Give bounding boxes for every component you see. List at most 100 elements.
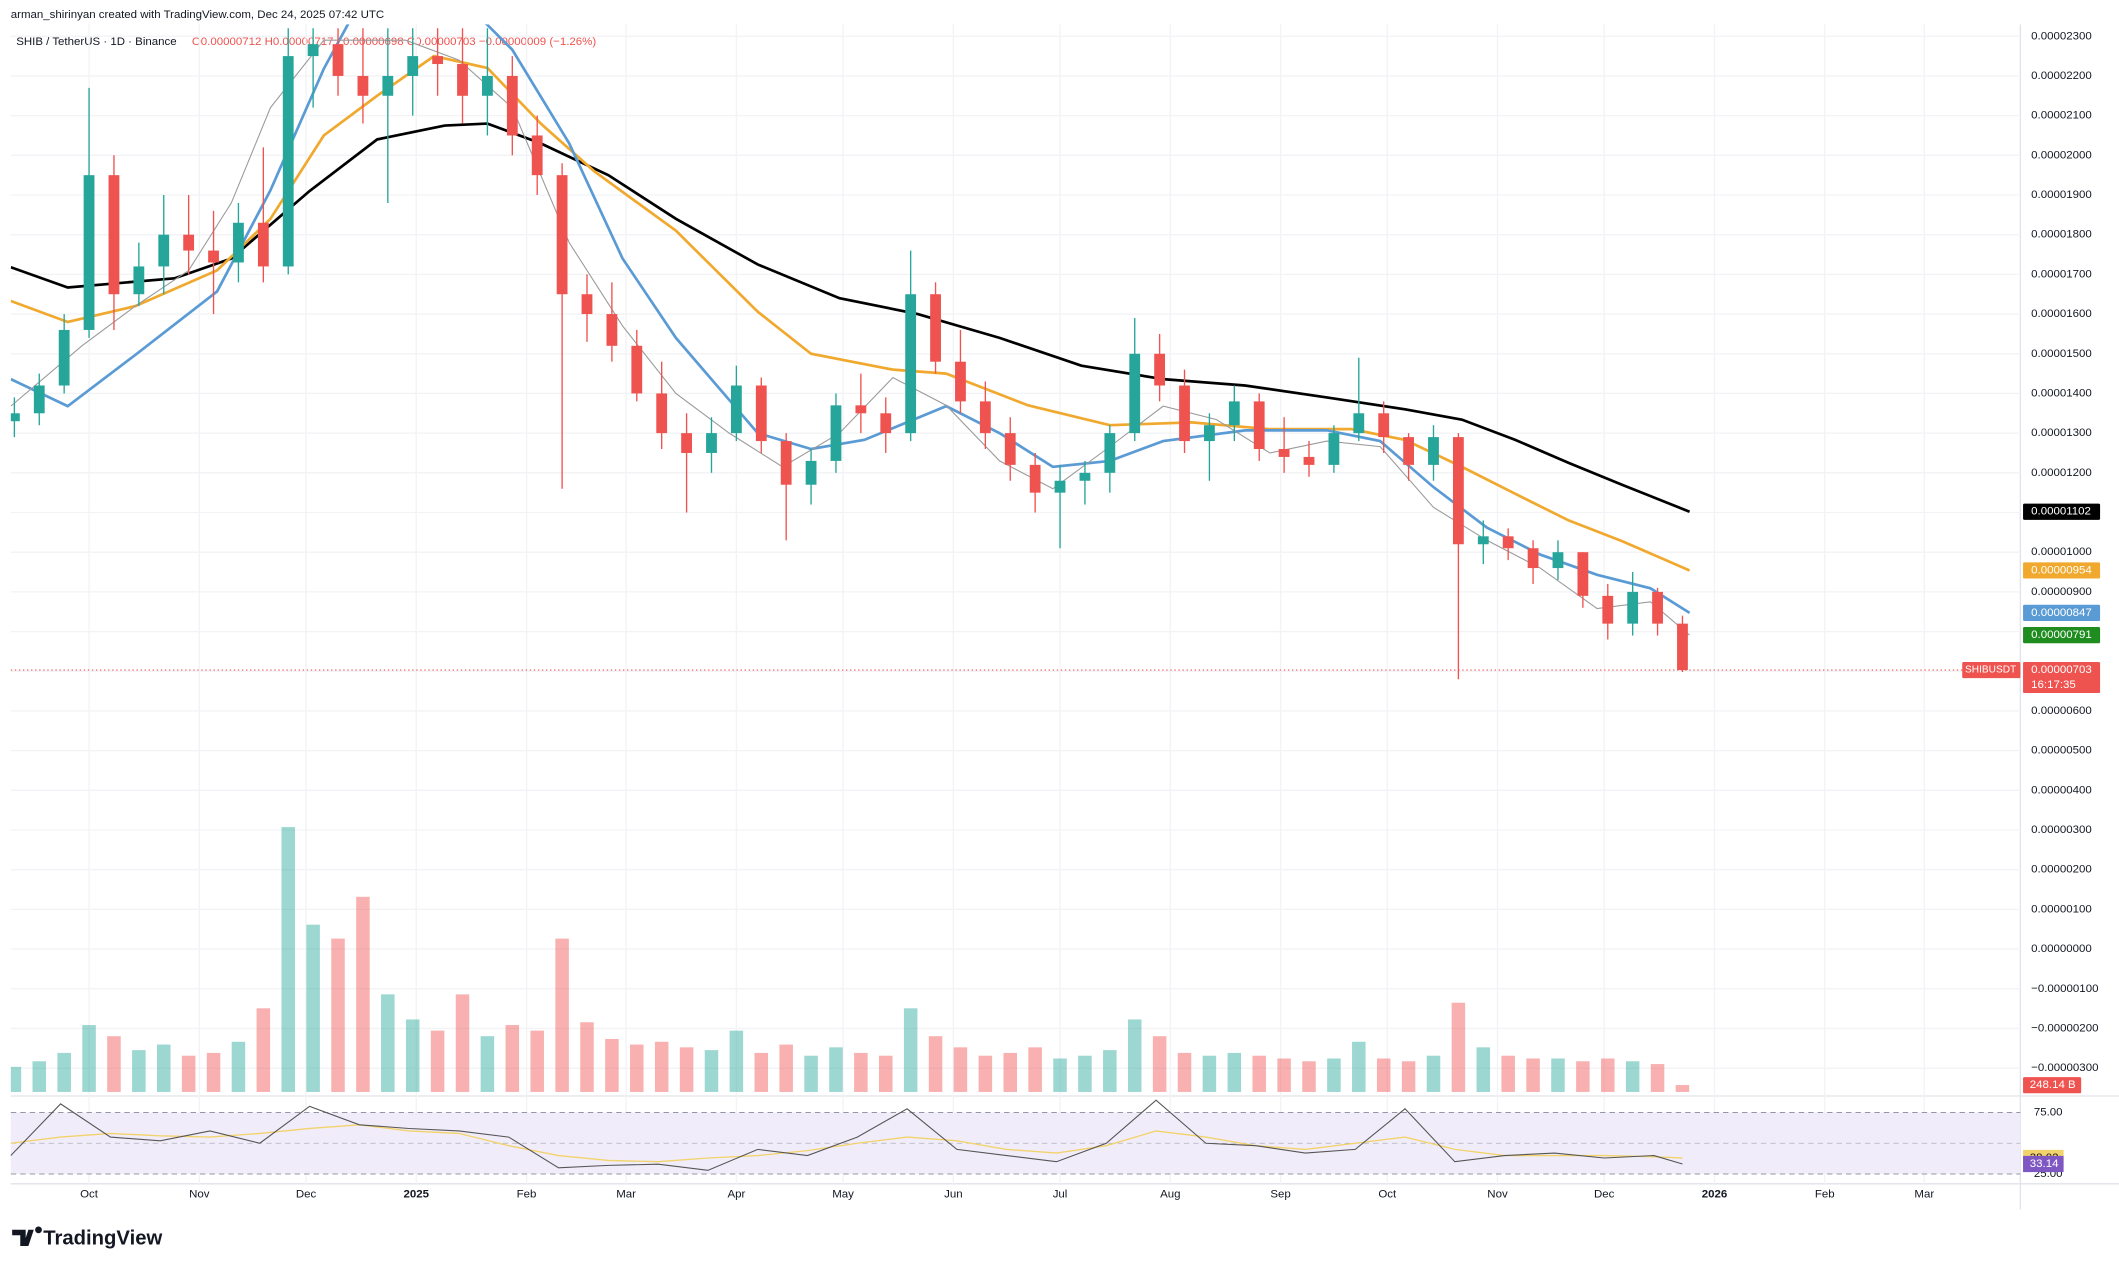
candle-body xyxy=(1054,480,1066,493)
price-label: 0.00000703 xyxy=(2031,664,2092,676)
price-label-bg xyxy=(2023,661,2101,694)
volume-bar xyxy=(978,1055,993,1092)
volume-bar xyxy=(1177,1052,1192,1092)
volume-bar xyxy=(505,1025,520,1092)
candle-body xyxy=(83,175,95,330)
y-tick-label: 0.00001800 xyxy=(2031,229,2092,241)
x-tick-label: 2026 xyxy=(1702,1189,1728,1201)
countdown: 16:17:35 xyxy=(2031,679,2076,691)
y-tick-label: 0.00001900 xyxy=(2031,189,2092,201)
x-tick-label: May xyxy=(832,1189,854,1201)
volume-bar xyxy=(10,1066,22,1092)
candle-body xyxy=(855,405,867,414)
candle-body xyxy=(1303,456,1315,465)
x-tick-label: Feb xyxy=(1815,1189,1835,1201)
candle-body xyxy=(1029,464,1041,493)
volume-bar xyxy=(1576,1061,1590,1092)
candle-body xyxy=(233,222,244,263)
line xyxy=(10,1099,1683,1171)
candle-body xyxy=(780,441,792,485)
volume-bar xyxy=(1028,1047,1042,1092)
candle-body xyxy=(307,44,319,57)
volume-bar xyxy=(605,1038,619,1092)
candle-body xyxy=(581,294,593,315)
volume-bar xyxy=(1053,1058,1067,1092)
candle-body xyxy=(506,75,518,136)
volume-bar xyxy=(405,1019,420,1092)
symbol: SHIB / TetherUS · 1D · Binance xyxy=(16,36,176,48)
credit: arman_shirinyan created with TradingView… xyxy=(11,9,384,21)
candle-body xyxy=(457,64,468,96)
volume-bar xyxy=(1277,1058,1291,1092)
volume-bar xyxy=(256,1008,271,1092)
candle-body xyxy=(1677,623,1688,671)
volume-bar xyxy=(231,1041,246,1092)
volume-bar xyxy=(331,938,345,1092)
volume-bar xyxy=(1451,1002,1466,1092)
volume-bar xyxy=(1078,1055,1092,1092)
candle-body xyxy=(382,75,394,96)
volume-bar xyxy=(381,994,395,1092)
volume-bar xyxy=(206,1052,221,1092)
candle-body xyxy=(730,385,742,434)
volume-bar xyxy=(1601,1058,1615,1092)
y-tick-label: 0.00002100 xyxy=(2031,110,2092,122)
candle-body xyxy=(1552,552,1564,569)
x-tick-label: Nov xyxy=(1487,1189,1508,1201)
y-tick-label: −0.00000300 xyxy=(2031,1062,2098,1074)
rsi-label: 33.14 xyxy=(2030,1158,2059,1170)
y-tick-label: 0.00002200 xyxy=(2031,70,2092,82)
candle-body xyxy=(1403,437,1415,465)
volume-bar xyxy=(356,896,370,1092)
x-tick-label: Oct xyxy=(1378,1189,1397,1201)
ma-label-bg xyxy=(2023,604,2101,622)
x-tick-label: Sep xyxy=(1270,1189,1290,1201)
y-tick-label: 0.00000400 xyxy=(2031,784,2092,796)
candle-body xyxy=(482,75,493,96)
candle-body xyxy=(1602,595,1614,624)
volume-bar xyxy=(480,1036,495,1092)
y-tick-label: 0.00001300 xyxy=(2031,427,2092,439)
volume-bar xyxy=(455,994,470,1092)
candle-body xyxy=(1278,449,1290,457)
x-tick-label: 2025 xyxy=(404,1189,430,1201)
volume-bar xyxy=(729,1030,744,1092)
volume-bar xyxy=(903,1008,918,1092)
y-tick-label: 0.00001500 xyxy=(2031,348,2092,360)
candle-body xyxy=(1652,591,1663,624)
x-tick-label: Jun xyxy=(944,1189,963,1201)
x-tick-label: Dec xyxy=(1594,1189,1615,1201)
x-tick-label: Apr xyxy=(727,1189,745,1201)
candle-body xyxy=(706,433,717,453)
candle-body xyxy=(681,433,692,453)
candle-body xyxy=(357,75,369,96)
candle-body xyxy=(556,175,568,295)
volume-bar xyxy=(854,1052,868,1092)
candle-body xyxy=(1204,425,1215,442)
line xyxy=(10,122,1691,513)
candle-body xyxy=(755,385,767,442)
volume-bar xyxy=(32,1061,47,1092)
candle-body xyxy=(1129,353,1141,434)
y-tick-label: 0.00001200 xyxy=(2031,467,2092,479)
candle-body xyxy=(332,44,344,76)
y-tick-label: 0.00001600 xyxy=(2031,308,2092,320)
volume-bar xyxy=(57,1052,71,1092)
volume-bar xyxy=(1003,1052,1018,1092)
candle-body xyxy=(1378,413,1390,438)
x-tick-label: Feb xyxy=(517,1189,537,1201)
y-tick-label: 0.00001000 xyxy=(2031,546,2092,558)
candle-body xyxy=(1428,437,1439,465)
y-tick-label: −0.00000100 xyxy=(2031,983,2098,995)
ma-label: 0.00000954 xyxy=(2031,564,2092,576)
volume-bar xyxy=(953,1047,968,1092)
volume-bar xyxy=(1526,1058,1540,1092)
candle-body xyxy=(158,234,170,267)
candle-body xyxy=(531,135,543,176)
volume-bar xyxy=(1227,1052,1242,1092)
candle-body xyxy=(880,413,892,434)
ma-label: 0.00001102 xyxy=(2031,506,2091,518)
volume-bar xyxy=(1650,1064,1665,1092)
candle-body xyxy=(979,401,991,434)
